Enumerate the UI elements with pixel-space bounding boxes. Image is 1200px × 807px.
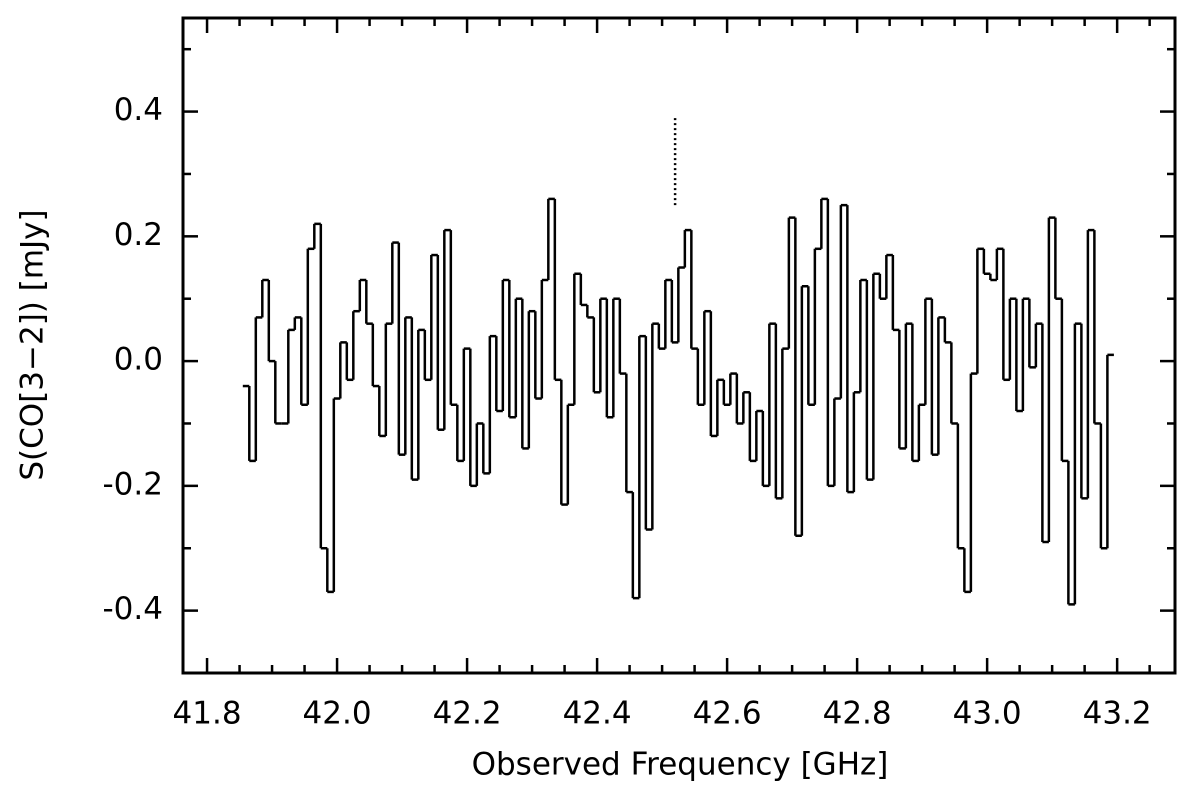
x-axis-label: Observed Frequency [GHz] (472, 747, 889, 783)
y-tick-label: 0.0 (114, 342, 163, 378)
x-tick-label: 42.8 (823, 696, 892, 732)
y-tick-label: 0.4 (114, 92, 163, 128)
x-tick-label: 42.4 (563, 696, 632, 732)
y-tick-label: -0.2 (103, 466, 164, 502)
y-tick-label: 0.2 (114, 217, 163, 253)
x-tick-label: 42.0 (303, 696, 372, 732)
y-tick-label: -0.4 (103, 591, 164, 627)
x-tick-label: 42.6 (693, 696, 762, 732)
x-tick-label: 42.2 (433, 696, 502, 732)
x-tick-label: 41.8 (173, 696, 242, 732)
plot-frame (181, 16, 1177, 675)
x-tick-label: 43.2 (1083, 696, 1152, 732)
y-axis-label: S(CO[3−2]) [mJy] (15, 209, 51, 480)
x-tick-label: 43.0 (953, 696, 1022, 732)
